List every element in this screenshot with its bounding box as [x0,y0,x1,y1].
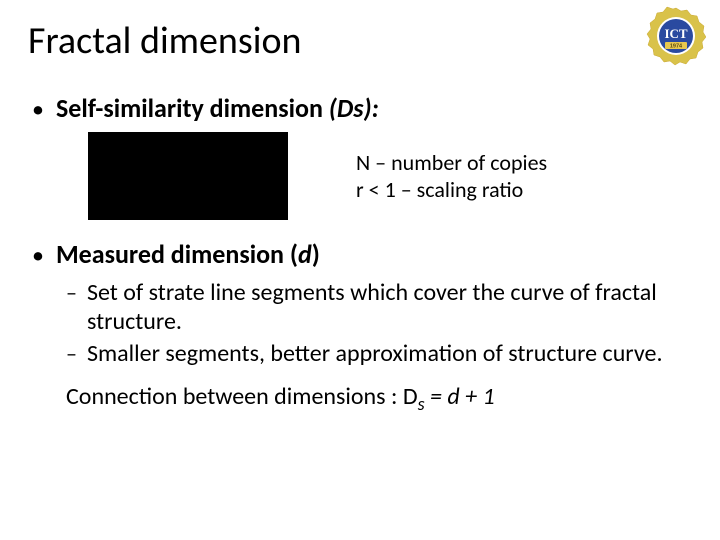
bullet-text: Self-similarity dimension (Ds): [56,92,379,124]
ict-logo: ICT 1974 [646,6,706,66]
label-em: d [298,238,312,270]
subbullet-2: – Smaller segments, better approximation… [66,339,692,368]
formula-row: N – number of copies r < 1 – scaling rat… [88,132,692,220]
bullet-measured: • Measured dimension (d) [28,238,692,270]
conclusion-lhs: D [403,382,418,411]
bullet-self-similarity: • Self-similarity dimension (Ds): [28,92,692,124]
conclusion-line: Connection between dimensions : Ds = d +… [66,382,692,415]
label-em: (Ds): [329,92,379,124]
variable-definitions: N – number of copies r < 1 – scaling rat… [356,149,547,204]
conclusion-lhs-sub: s [418,393,425,415]
bullet-dot: • [32,244,44,268]
subbullet-1: – Set of strate line segments which cove… [66,278,692,337]
label-pre: Measured dimension ( [56,238,298,270]
subbullet-text: Smaller segments, better approximation o… [87,339,663,368]
logo-ribbon-text: 1974 [670,44,683,50]
slide-title: Fractal dimension [28,18,692,64]
dash-icon: – [66,279,77,306]
conclusion-rhs: = d + 1 [425,382,495,411]
subbullet-text: Set of strate line segments which cover … [87,278,692,337]
def-n: N – number of copies [356,149,547,177]
bullet-text: Measured dimension (d) [56,238,320,270]
def-r: r < 1 – scaling ratio [356,176,547,204]
slide-content: Fractal dimension • Self-similarity dime… [0,0,720,415]
formula-blackbox [88,132,288,220]
bullet-dot: • [32,98,44,122]
label-post: ) [312,238,320,270]
conclusion-pre: Connection between dimensions : [66,382,403,411]
logo-text: ICT [664,26,687,41]
label-pre: Self-similarity dimension [56,92,329,124]
dash-icon: – [66,340,77,367]
